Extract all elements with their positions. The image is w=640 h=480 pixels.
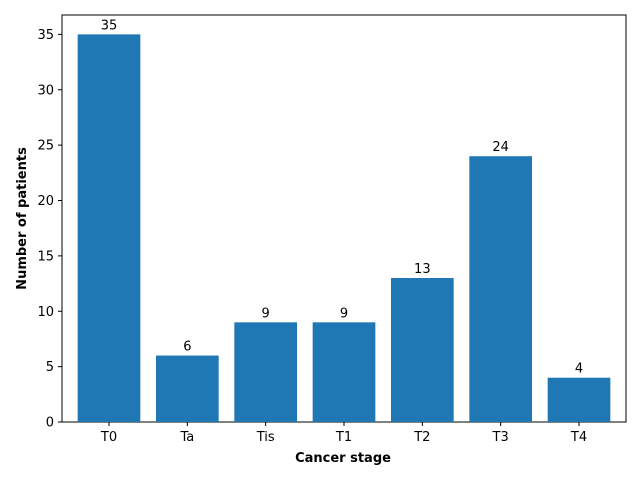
y-tick-label: 20 (37, 194, 54, 209)
x-tick-label-t2: T2 (413, 430, 430, 445)
data-label-t0: 35 (101, 18, 118, 33)
y-tick-label: 0 (46, 416, 54, 431)
y-tick-label: 25 (37, 139, 54, 154)
bar-t2 (391, 278, 454, 422)
x-tick-label-tis: Tis (256, 430, 275, 445)
y-tick-label: 15 (37, 249, 54, 264)
y-tick-label: 35 (37, 28, 54, 43)
y-tick-label: 10 (37, 305, 54, 320)
data-labels-group: 35 6 9 9 13 24 4 (101, 18, 583, 376)
y-tick-label: 5 (46, 360, 54, 375)
x-tick-label-t4: T4 (570, 430, 587, 445)
bar-tis (234, 322, 297, 422)
x-tick-label-t1: T1 (335, 430, 352, 445)
data-label-t4: 4 (575, 362, 583, 377)
bar-ta (156, 355, 219, 422)
data-label-t2: 13 (414, 262, 431, 277)
bars-group (77, 34, 611, 422)
x-tick-label-ta: Ta (179, 430, 194, 445)
x-axis: T0 Ta Tis T1 T2 T3 T4 (100, 422, 587, 445)
y-axis: 0 5 10 15 20 25 30 35 (37, 28, 62, 431)
x-axis-label: Cancer stage (295, 451, 391, 466)
data-label-t3: 24 (492, 140, 509, 155)
y-tick-label: 30 (37, 83, 54, 98)
y-axis-label: Number of patients (15, 147, 30, 290)
data-label-tis: 9 (262, 306, 270, 321)
data-label-ta: 6 (183, 340, 191, 355)
bar-t4 (547, 377, 611, 422)
x-tick-label-t3: T3 (492, 430, 509, 445)
data-label-t1: 9 (340, 306, 348, 321)
bar-t0 (77, 34, 141, 422)
x-tick-label-t0: T0 (100, 430, 117, 445)
bar-t1 (312, 322, 376, 422)
bar-t3 (469, 156, 532, 422)
